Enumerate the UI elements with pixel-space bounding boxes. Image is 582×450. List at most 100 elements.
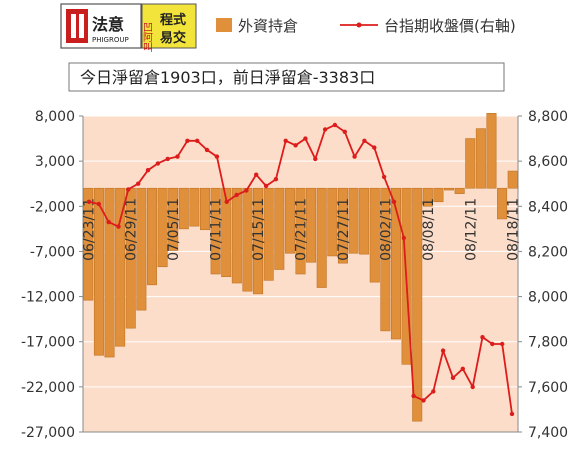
price-point <box>195 138 200 143</box>
subtitle-box <box>68 62 505 92</box>
left-tick-label: 3,000 <box>35 154 75 170</box>
price-point <box>155 161 161 166</box>
price-point <box>165 156 170 162</box>
logo-badge-right-1: 程式 <box>160 12 186 28</box>
x-tick-label: 08/18/11 <box>506 198 522 261</box>
price-point <box>372 145 377 150</box>
price-point <box>283 138 288 143</box>
x-tick-label: 07/21/11 <box>294 198 310 261</box>
price-point <box>263 183 269 189</box>
price-point <box>313 156 318 162</box>
bar <box>497 187 508 220</box>
price-point <box>401 235 406 241</box>
x-tick-label: 06/29/11 <box>124 198 140 261</box>
x-tick-label: 06/23/11 <box>81 198 97 261</box>
price-point <box>204 147 210 153</box>
logo-name-cn: 法意 <box>92 15 124 34</box>
right-tick-label: 8,800 <box>528 109 568 125</box>
price-point <box>322 127 328 132</box>
bar <box>316 187 327 288</box>
logo-badge-right-2: 易交 <box>160 30 186 46</box>
bar <box>454 187 465 194</box>
price-point <box>411 393 416 399</box>
bar <box>337 187 348 264</box>
price-point <box>86 199 92 204</box>
bar <box>263 187 274 281</box>
price-point <box>145 168 151 173</box>
bar <box>200 187 211 231</box>
price-point <box>234 192 239 198</box>
price-point <box>273 177 279 182</box>
price-point <box>342 129 347 134</box>
x-tick-label: 07/05/11 <box>166 198 182 261</box>
price-point <box>244 188 249 193</box>
logo-red-mark-inner <box>71 14 76 38</box>
bar <box>189 187 200 227</box>
bar <box>295 187 306 275</box>
legend-line-marker <box>356 22 362 28</box>
price-point <box>431 389 436 394</box>
price-point <box>175 154 180 159</box>
left-tick-label: -27,000 <box>21 425 75 441</box>
bar <box>422 187 433 207</box>
price-point <box>440 348 446 353</box>
bar <box>115 187 126 347</box>
legend-bar-swatch <box>216 18 232 32</box>
bar <box>284 187 295 254</box>
bar <box>327 187 338 257</box>
bar <box>93 187 104 356</box>
bar <box>274 187 285 270</box>
logo-red-mark-inner <box>79 14 84 38</box>
price-point <box>293 143 298 148</box>
price-point <box>500 341 505 347</box>
left-tick-label: -7,000 <box>30 244 75 260</box>
price-point <box>96 201 102 207</box>
price-point <box>214 154 220 159</box>
logo-badge <box>141 3 197 49</box>
price-point <box>509 411 515 417</box>
price-point <box>224 199 229 204</box>
bar <box>178 187 189 230</box>
bar <box>83 187 94 301</box>
bar <box>253 187 264 295</box>
logo-red-mark <box>66 9 88 43</box>
price-point <box>116 224 121 229</box>
bar <box>359 187 370 255</box>
legend-line-label: 台指期收盤價(右軸) <box>384 17 516 35</box>
bar <box>157 187 168 268</box>
price-point <box>352 154 357 159</box>
bar <box>221 187 232 278</box>
price-point <box>303 136 308 141</box>
right-tick-label: 7,600 <box>528 380 568 396</box>
price-point <box>391 199 397 204</box>
x-tick-label: 08/12/11 <box>463 198 479 261</box>
price-point <box>490 341 495 347</box>
logo-name-en: PHIGROUP <box>92 36 129 44</box>
price-point <box>470 384 475 390</box>
price-point <box>332 122 338 128</box>
bar <box>168 187 179 251</box>
bar <box>104 187 115 358</box>
price-point <box>421 398 426 403</box>
right-tick-label: 8,200 <box>528 244 568 260</box>
bar <box>412 187 423 422</box>
bar <box>433 187 444 203</box>
x-tick-label: 08/08/11 <box>421 198 437 261</box>
left-tick-label: -17,000 <box>21 335 75 351</box>
bar <box>348 187 359 254</box>
price-point <box>381 174 387 180</box>
left-tick-label: -2,000 <box>30 199 75 215</box>
right-tick-label: 8,400 <box>528 199 568 215</box>
price-point <box>362 138 367 143</box>
price-point <box>450 375 456 380</box>
bar <box>507 170 518 189</box>
x-tick-label: 07/27/11 <box>336 198 352 261</box>
price-point <box>254 172 259 177</box>
price-point <box>185 138 190 143</box>
logo-badge-left: 凹阿叫 <box>141 22 153 53</box>
bar <box>136 187 147 311</box>
bar <box>486 112 497 189</box>
